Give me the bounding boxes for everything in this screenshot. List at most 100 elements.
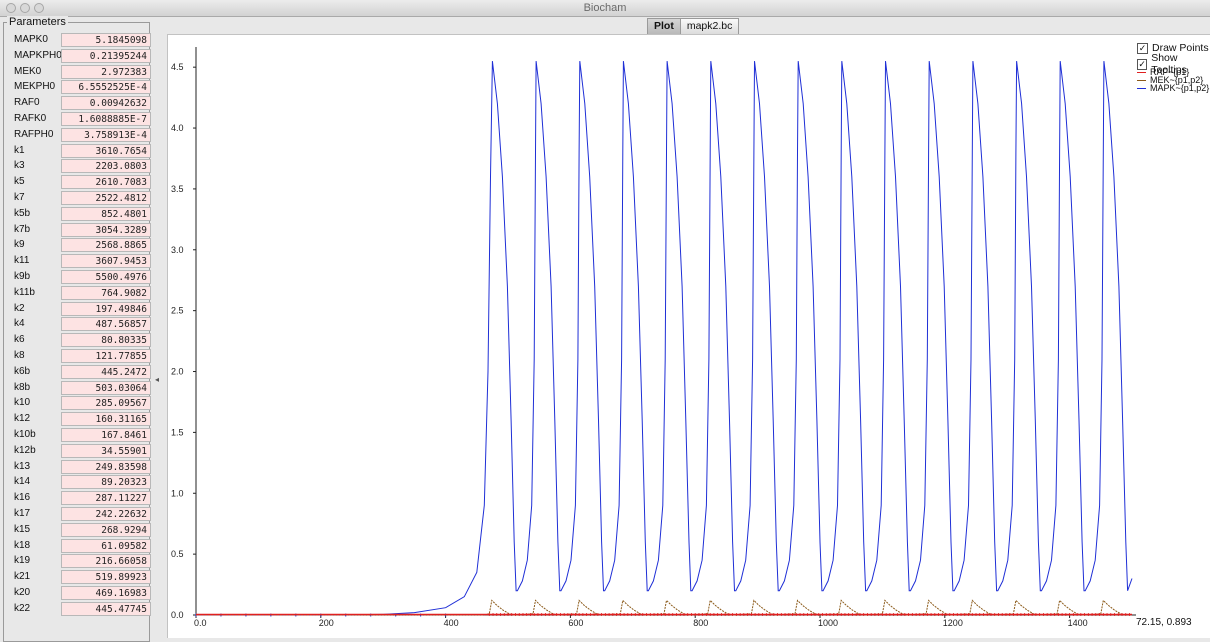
param-row: k5 2610.7083 [6, 174, 151, 190]
param-label: k12b [14, 444, 36, 456]
param-label: k11b [14, 286, 35, 298]
legend-label-mek: MEK~{p1,p2} [1150, 75, 1204, 85]
param-value-field[interactable]: 2522.4812 [61, 191, 151, 205]
coordinates-readout: 72.15, 0.893 [1136, 617, 1192, 628]
param-label: k7 [14, 192, 25, 203]
param-value-field[interactable]: 80.80335 [61, 333, 151, 348]
param-label: k20 [14, 587, 31, 598]
param-value-field[interactable]: 287.11227 [61, 491, 151, 506]
legend-item-mek: MEK~{p1,p2} [1137, 75, 1209, 85]
tab-mapk2-bc[interactable]: mapk2.bc [680, 18, 740, 35]
param-label: k12 [14, 413, 31, 425]
param-value-field[interactable]: 5.1845098 [61, 33, 151, 47]
chart-legend: RAF~{p1} MEK~{p1,p2} MAPK~{p1,p2} [1137, 68, 1209, 93]
param-value-field[interactable]: 5500.4976 [61, 270, 151, 284]
x-tick-label: 200 [319, 618, 334, 628]
param-value-field[interactable]: 503.03064 [61, 380, 151, 395]
param-row: k12 160.31165 [6, 411, 151, 427]
param-value-field[interactable]: 285.09567 [61, 396, 151, 411]
param-label: k2 [14, 302, 25, 314]
collapse-arrow-icon[interactable]: ◂ [155, 375, 160, 384]
y-tick-label: 2.5 [171, 306, 184, 316]
param-label: k19 [14, 555, 31, 567]
param-value-field[interactable]: 0.00942632 [61, 96, 151, 111]
param-label: k9b [14, 271, 31, 282]
param-label: MAPKPH0 [14, 49, 62, 61]
param-value-field[interactable]: 89.20323 [61, 475, 151, 490]
param-row: k15 268.9294 [6, 522, 151, 538]
show-tooltips-option[interactable]: ✓ Show Tooltips [1137, 52, 1210, 76]
param-value-field[interactable]: 3610.7654 [61, 143, 151, 158]
param-value-field[interactable]: 160.31165 [61, 412, 151, 427]
param-value-field[interactable]: 764.9082 [61, 285, 151, 300]
param-value-field[interactable]: 268.9294 [61, 522, 151, 537]
param-value-field[interactable]: 2610.7083 [61, 175, 151, 190]
param-label: k18 [14, 539, 31, 551]
legend-item-mapk: MAPK~{p1,p2} [1137, 84, 1209, 93]
show-tooltips-label: Show Tooltips [1151, 52, 1187, 76]
y-tick-label: 4.0 [171, 123, 184, 133]
draw-points-checkbox[interactable]: ✓ [1137, 42, 1148, 54]
x-tick-label: 1400 [1068, 618, 1088, 628]
legend-item-raf: RAF~{p1} [1137, 68, 1209, 77]
param-value-field[interactable]: 3607.9453 [61, 254, 151, 269]
param-value-field[interactable]: 2.972383 [61, 64, 151, 79]
x-tick-label: 600 [568, 618, 583, 628]
param-row: k19 216.66058 [6, 553, 151, 569]
tab-plot[interactable]: Plot [647, 18, 681, 35]
param-value-field[interactable]: 2203.0803 [61, 159, 151, 174]
param-row: k10 285.09567 [6, 395, 151, 411]
param-value-field[interactable]: 249.83598 [61, 459, 151, 474]
y-tick-label: 0.5 [171, 549, 184, 559]
param-label: k13 [14, 460, 31, 472]
param-value-field[interactable]: 242.22632 [61, 507, 151, 521]
param-value-field[interactable]: 519.89923 [61, 570, 151, 585]
param-value-field[interactable]: 3054.3289 [61, 222, 151, 237]
param-value-field[interactable]: 445.2472 [61, 364, 151, 379]
param-row: MAPKPH0 0.21395244 [6, 48, 151, 64]
param-value-field[interactable]: 167.8461 [61, 428, 151, 442]
param-value-field[interactable]: 852.4801 [61, 206, 151, 221]
x-tick-label: 1000 [818, 618, 838, 628]
x-tick-label: 800 [693, 618, 708, 628]
param-row: k9b 5500.4976 [6, 269, 151, 285]
show-tooltips-checkbox[interactable]: ✓ [1137, 58, 1148, 70]
param-label: k15 [14, 523, 31, 535]
param-value-field[interactable]: 3.758913E-4 [61, 127, 151, 142]
param-label: MEKPH0 [14, 81, 56, 93]
param-label: MAPK0 [14, 34, 48, 45]
y-tick-label: 4.5 [171, 62, 184, 72]
y-tick-label: 1.0 [171, 488, 184, 498]
x-tick-label: 0.0 [194, 618, 207, 628]
minimize-window-icon[interactable] [20, 3, 30, 13]
zoom-window-icon[interactable] [34, 3, 44, 13]
parameters-panel-title: Parameters [7, 16, 68, 28]
param-value-field[interactable]: 487.56857 [61, 317, 151, 332]
y-tick-label: 2.0 [171, 367, 184, 377]
param-label: k4 [14, 318, 25, 330]
legend-swatch-raf [1137, 71, 1146, 73]
legend-swatch-mapk [1137, 87, 1146, 89]
param-value-field[interactable]: 1.6088885E-7 [61, 112, 151, 126]
param-row: RAF0 0.00942632 [6, 95, 151, 111]
param-value-field[interactable]: 0.21395244 [61, 48, 151, 63]
param-value-field[interactable]: 197.49846 [61, 301, 151, 316]
param-label: k16 [14, 492, 31, 504]
param-value-field[interactable]: 216.66058 [61, 554, 151, 569]
param-label: k10b [14, 429, 36, 440]
param-value-field[interactable]: 61.09582 [61, 538, 151, 553]
param-row: k8 121.77855 [6, 348, 151, 364]
param-value-field[interactable]: 121.77855 [61, 349, 151, 363]
close-window-icon[interactable] [6, 3, 16, 13]
tab-bar: Plot mapk2.bc [647, 18, 740, 35]
param-label: RAFK0 [14, 113, 47, 124]
panel-splitter[interactable]: ◂ [152, 20, 164, 637]
param-value-field[interactable]: 34.55901 [61, 443, 151, 458]
param-value-field[interactable]: 445.47745 [61, 601, 151, 616]
param-value-field[interactable]: 2568.8865 [61, 238, 151, 253]
draw-points-option[interactable]: ✓ Draw Points [1137, 40, 1210, 56]
param-value-field[interactable]: 469.16983 [61, 586, 151, 600]
param-label: k11 [14, 255, 30, 267]
param-value-field[interactable]: 6.5552525E-4 [61, 80, 151, 95]
